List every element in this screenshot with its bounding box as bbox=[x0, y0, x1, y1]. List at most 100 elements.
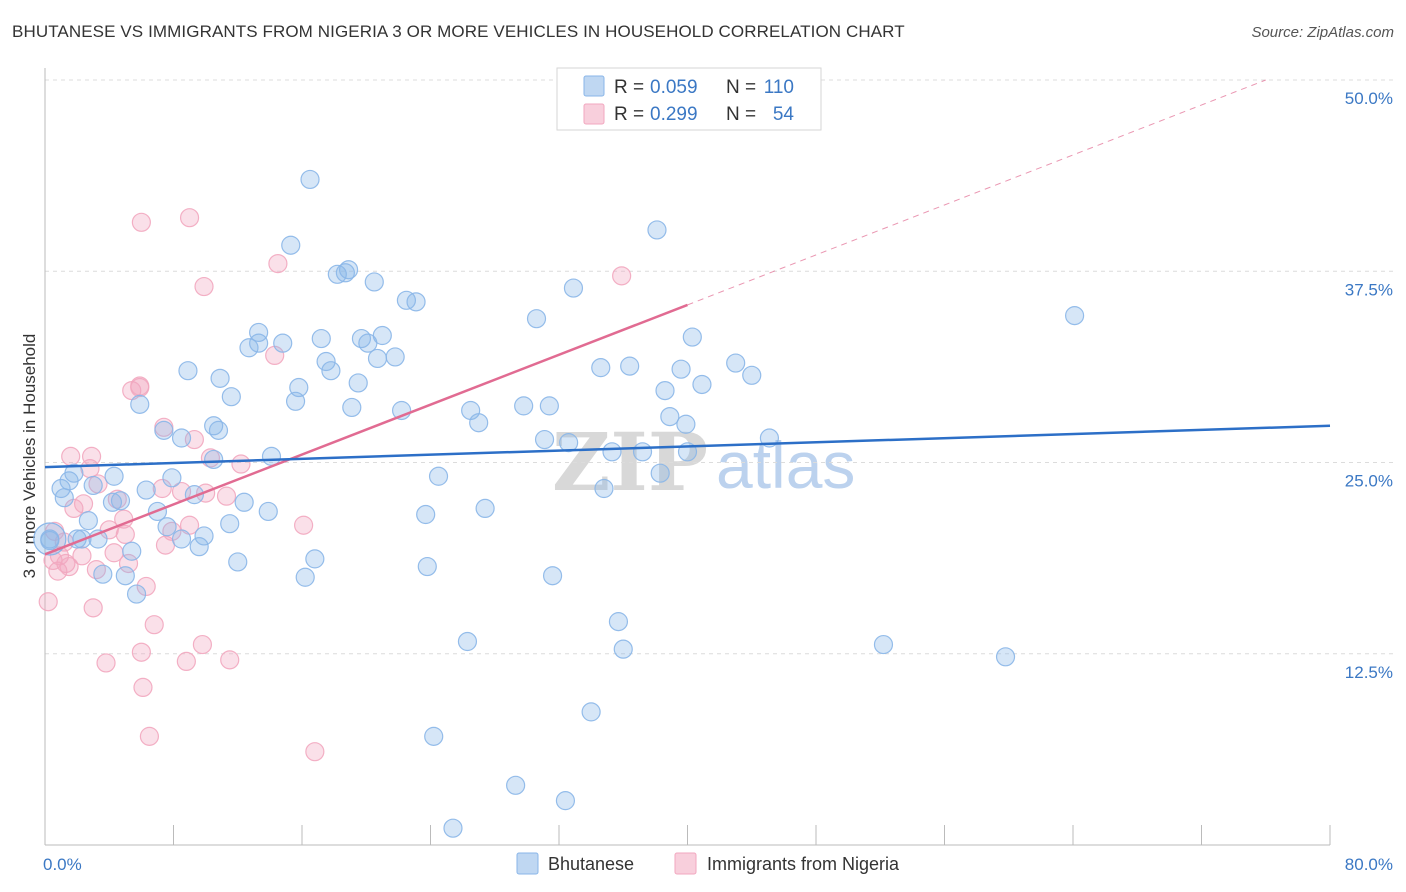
y-tick-label-1: 25.0% bbox=[1345, 472, 1393, 491]
legend-r-label-nigeria: R = bbox=[614, 104, 644, 125]
bhutanese-point-15 bbox=[122, 541, 142, 561]
nigeria-trend-extension bbox=[687, 79, 1266, 306]
nigeria-point-46 bbox=[216, 486, 237, 506]
bhutanese-point-66 bbox=[416, 504, 436, 525]
bhutanese-point-47 bbox=[300, 169, 320, 190]
chart-title: BHUTANESE VS IMMIGRANTS FROM NIGERIA 3 O… bbox=[12, 22, 905, 41]
nigeria-point-32 bbox=[144, 615, 164, 635]
bhutanese-point-8 bbox=[83, 475, 103, 496]
nigeria-point-8 bbox=[61, 446, 81, 466]
bhutanese-point-43 bbox=[281, 235, 301, 255]
nigeria-point-27 bbox=[131, 212, 151, 232]
bhutanese-point-12 bbox=[104, 466, 124, 486]
gridlines bbox=[45, 79, 1395, 655]
bhutanese-point-84 bbox=[581, 702, 601, 722]
nigeria-trend-line bbox=[44, 303, 688, 556]
bhutanese-point-95 bbox=[660, 407, 680, 427]
bhutanese-point-105 bbox=[995, 647, 1016, 667]
bhutanese-point-38 bbox=[249, 333, 269, 353]
legend-bottom-label-bhutanese: Bhutanese bbox=[548, 854, 634, 874]
bhutanese-point-70 bbox=[443, 818, 463, 838]
axes bbox=[44, 68, 1331, 846]
nigeria-point-23 bbox=[118, 553, 139, 574]
bhutanese-point-55 bbox=[342, 397, 362, 418]
legend-n-label-nigeria: N = bbox=[726, 104, 756, 125]
bhutanese-point-75 bbox=[506, 775, 526, 795]
bhutanese-point-17 bbox=[130, 394, 150, 414]
bhutanese-cluster-point bbox=[33, 522, 67, 556]
bhutanese-point-86 bbox=[594, 478, 614, 499]
nigeria-point-9 bbox=[64, 498, 84, 518]
bhutanese-point-7 bbox=[78, 511, 98, 531]
bhutanese-point-40 bbox=[258, 501, 278, 522]
bhutanese-point-50 bbox=[316, 351, 336, 372]
legend-swatch-nigeria bbox=[583, 103, 605, 125]
bhutanese-point-61 bbox=[372, 325, 392, 346]
bhutanese-point-62 bbox=[385, 347, 405, 367]
bhutanese-point-100 bbox=[692, 374, 712, 395]
bhutanese-point-71 bbox=[457, 631, 478, 652]
bhutanese-point-25 bbox=[178, 361, 198, 381]
bhutanese-point-49 bbox=[311, 328, 331, 349]
nigeria-point-14 bbox=[83, 598, 103, 618]
nigeria-point-3 bbox=[48, 561, 68, 581]
bhutanese-point-34 bbox=[221, 387, 241, 407]
bhutanese-point-97 bbox=[676, 414, 696, 434]
bhutanese-point-16 bbox=[126, 584, 147, 604]
nigeria-point-38 bbox=[176, 651, 196, 672]
bhutanese-point-90 bbox=[620, 356, 640, 376]
nigeria-point-13 bbox=[81, 446, 102, 466]
legend-r-label-bhutanese: R = bbox=[614, 77, 644, 98]
bhutanese-point-42 bbox=[273, 333, 293, 353]
y-tick-label-2: 37.5% bbox=[1345, 280, 1393, 299]
nigeria-point-52 bbox=[305, 742, 325, 762]
nigeria-point-7 bbox=[59, 556, 79, 577]
bhutanese-point-4 bbox=[64, 463, 84, 483]
bhutanese-point-99 bbox=[682, 327, 702, 347]
bhutanese-point-20 bbox=[154, 420, 174, 440]
legend-top: R = 0.059 N = 110 R = 0.299 N = 54 bbox=[556, 67, 822, 131]
nigeria-point-43 bbox=[194, 276, 214, 297]
bhutanese-point-79 bbox=[539, 396, 559, 416]
trend-lines bbox=[44, 79, 1331, 556]
bhutanese-point-59 bbox=[364, 272, 384, 292]
y-tick-label-3: 50.0% bbox=[1345, 89, 1393, 108]
legend-n-value-nigeria: 54 bbox=[773, 104, 795, 125]
bhutanese-point-11 bbox=[102, 492, 123, 512]
series-nigeria bbox=[38, 208, 632, 762]
bhutanese-point-14 bbox=[115, 566, 135, 586]
nigeria-point-0 bbox=[38, 592, 58, 612]
bhutanese-point-67 bbox=[417, 556, 437, 577]
bhutanese-point-77 bbox=[526, 309, 547, 329]
legend-bottom-swatch-nigeria bbox=[674, 852, 697, 875]
bhutanese-point-23 bbox=[171, 428, 192, 448]
bhutanese-point-92 bbox=[647, 220, 667, 240]
bhutanese-point-53 bbox=[335, 263, 355, 283]
bhutanese-point-93 bbox=[650, 463, 670, 483]
bhutanese-point-2 bbox=[54, 488, 74, 508]
bhutanese-point-81 bbox=[555, 791, 576, 811]
bhutanese-point-101 bbox=[726, 353, 746, 373]
bhutanese-point-91 bbox=[632, 442, 653, 462]
bhutanese-point-29 bbox=[204, 449, 224, 470]
bhutanese-point-54 bbox=[338, 260, 359, 280]
x-tick-label-0: 0.0% bbox=[43, 855, 82, 874]
bhutanese-point-21 bbox=[157, 517, 177, 537]
bhutanese-trend-line bbox=[44, 424, 1331, 469]
bhutanese-point-28 bbox=[194, 526, 214, 546]
nigeria-point-28 bbox=[131, 642, 151, 662]
bhutanese-point-102 bbox=[742, 365, 762, 385]
legend-bottom-label-nigeria: Immigrants from Nigeria bbox=[707, 854, 900, 874]
bhutanese-point-64 bbox=[396, 290, 417, 310]
bhutanese-point-35 bbox=[228, 552, 248, 572]
bhutanese-point-13 bbox=[110, 491, 131, 511]
bhutanese-point-74 bbox=[475, 498, 495, 518]
bhutanese-point-24 bbox=[171, 529, 192, 549]
y-tick-labels: 12.5% 25.0% 37.5% 50.0% bbox=[1345, 89, 1393, 682]
nigeria-point-51 bbox=[294, 515, 314, 535]
nigeria-point-53 bbox=[612, 266, 632, 286]
bhutanese-point-10 bbox=[93, 564, 113, 584]
y-axis-label: 3 or more Vehicles in Household bbox=[20, 334, 39, 579]
nigeria-point-11 bbox=[73, 494, 94, 514]
